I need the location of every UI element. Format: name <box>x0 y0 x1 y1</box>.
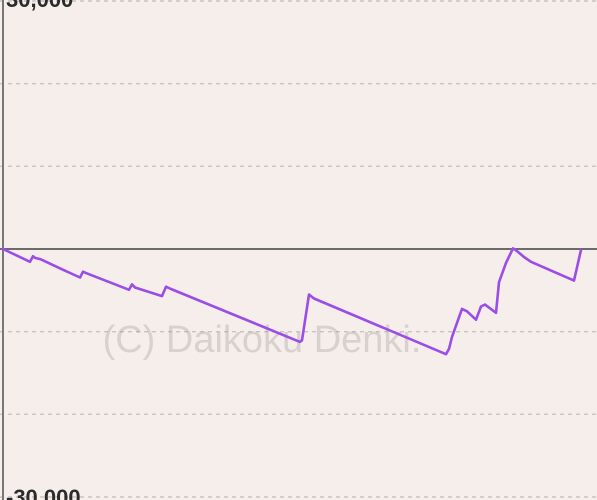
data-point <box>64 269 66 272</box>
data-point <box>134 286 136 289</box>
data-point <box>580 249 582 251</box>
data-point <box>2 248 4 250</box>
data-point <box>530 260 532 263</box>
data-point <box>299 341 301 343</box>
data-point <box>170 288 172 290</box>
data-point <box>313 297 315 300</box>
data-point <box>505 261 507 264</box>
y-tick-label: -30,000 <box>6 485 81 500</box>
data-point <box>79 276 81 279</box>
data-point <box>34 257 36 259</box>
data-point <box>86 272 88 275</box>
data-point <box>131 283 133 286</box>
data-point <box>512 247 514 250</box>
data-point <box>498 281 500 284</box>
data-point <box>523 256 525 258</box>
series-line <box>1 247 583 356</box>
data-point <box>128 288 130 291</box>
data-point <box>445 353 447 356</box>
data-point <box>301 339 303 342</box>
data-point <box>29 260 31 263</box>
data-point <box>480 305 482 308</box>
data-point <box>165 285 167 288</box>
data-point <box>466 310 468 313</box>
data-point <box>573 279 575 282</box>
data-point <box>461 307 463 310</box>
data-point <box>161 295 163 298</box>
data-point <box>308 293 310 296</box>
data-point <box>451 335 453 338</box>
data-point <box>82 270 84 273</box>
data-point <box>40 258 42 261</box>
series-layer <box>1 247 583 356</box>
data-point <box>484 303 486 306</box>
data-point <box>475 318 477 321</box>
data-point <box>32 255 34 258</box>
y-tick-label: 30,000 <box>6 0 73 12</box>
data-point <box>515 249 517 252</box>
y-tick-labels: 30,000 -30,000 <box>6 0 81 500</box>
data-point <box>495 311 497 314</box>
data-point <box>448 347 450 350</box>
